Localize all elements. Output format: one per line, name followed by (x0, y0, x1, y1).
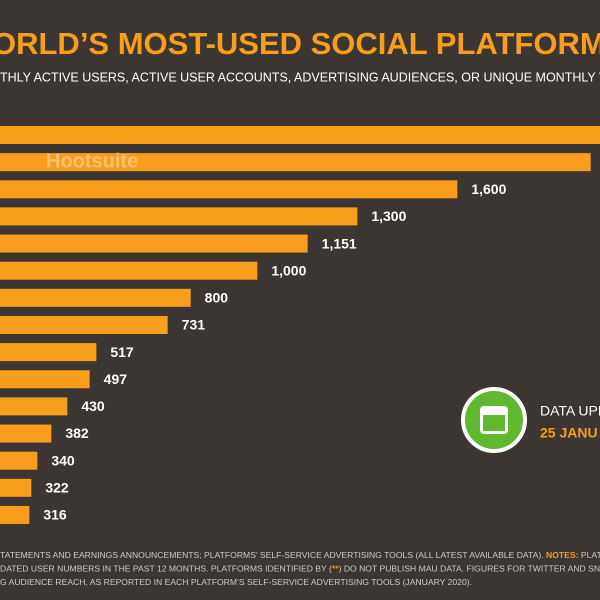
footnotes: TATEMENTS AND EARNINGS ANNOUNCEMENTS; PL… (0, 550, 600, 587)
footnote-text: G AUDIENCE REACH, AS REPORTED IN EACH PL… (0, 577, 472, 587)
bar (0, 126, 600, 144)
bar (0, 451, 38, 470)
value-label: 1,151 (322, 235, 357, 251)
footnote-text: ) DO NOT PUBLISH MAU DATA. FIGURES FOR T… (339, 564, 600, 574)
value-label: 517 (110, 344, 134, 360)
footnote-text: PLATFORMS (578, 550, 600, 560)
subtitle: THLY ACTIVE USERS, ACTIVE USER ACCOUNTS,… (0, 70, 600, 84)
footnote-text: DATED USER NUMBERS IN THE PAST 12 MONTHS… (0, 564, 332, 574)
bar (0, 234, 308, 253)
footnote: TATEMENTS AND EARNINGS ANNOUNCEMENTS; PL… (0, 550, 600, 560)
footnote-highlight: ** (332, 564, 339, 574)
watermark: Hootsuite (46, 150, 138, 172)
value-label: 430 (81, 398, 105, 414)
footnote-highlight: NOTES: (546, 550, 579, 560)
chart-title: ORLD’S MOST-USED SOCIAL PLATFORM (0, 26, 600, 61)
bar (0, 180, 458, 199)
badge: DATA UPD 25 JANU (461, 387, 600, 453)
badge-line1: DATA UPD (540, 403, 600, 419)
bar (0, 343, 97, 362)
calendar-icon-inner (483, 415, 505, 431)
value-label: 731 (182, 317, 206, 333)
value-label: 1,300 (371, 208, 406, 224)
value-label: 1,000 (271, 262, 306, 278)
value-label: 382 (65, 425, 89, 441)
value-label: 497 (104, 371, 128, 387)
footnote: DATED USER NUMBERS IN THE PAST 12 MONTHS… (0, 564, 600, 574)
bar (0, 424, 52, 443)
bar (0, 370, 90, 389)
badge-line2: 25 JANU (540, 425, 598, 441)
bar (0, 261, 258, 280)
value-label: 340 (51, 452, 75, 468)
footnote-text: TATEMENTS AND EARNINGS ANNOUNCEMENTS; PL… (0, 550, 546, 560)
bar (0, 478, 32, 497)
bar (0, 505, 30, 524)
bar (0, 153, 591, 172)
value-label: 322 (45, 480, 69, 496)
value-label: 1,600 (471, 181, 506, 197)
value-label: 800 (205, 290, 229, 306)
bars: 1,600 1,300 1,151 1,000 800 731 517 497 430 382 34… (0, 126, 600, 524)
bar (0, 207, 358, 226)
bar (0, 288, 191, 307)
footnote: G AUDIENCE REACH, AS REPORTED IN EACH PL… (0, 577, 472, 587)
value-label: 316 (43, 507, 67, 523)
bar (0, 315, 168, 334)
bar (0, 397, 68, 416)
